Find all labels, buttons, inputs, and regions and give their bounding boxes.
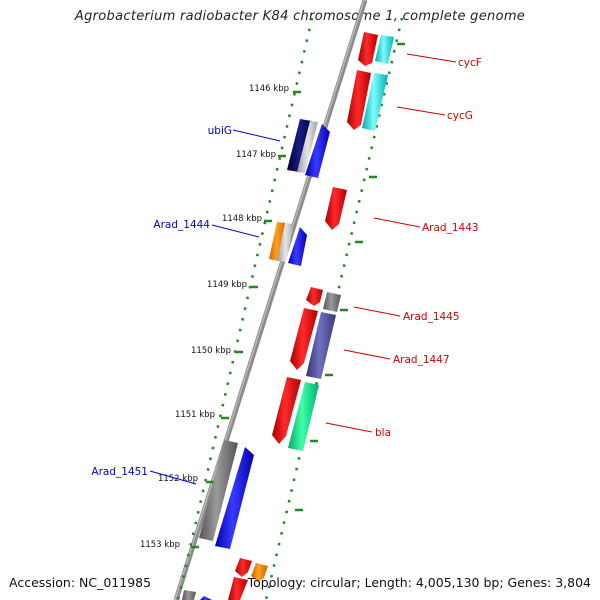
gene-arrow-blue bbox=[288, 227, 307, 266]
gene-arrow-orange bbox=[269, 222, 286, 261]
kbp-label: 1153 kbp bbox=[140, 540, 180, 550]
gene-arrow-blue bbox=[215, 447, 254, 549]
gene-label-ubiG: ubiG bbox=[208, 125, 232, 137]
gene-label-Arad_1443: Arad_1443 bbox=[422, 222, 479, 234]
gene-label-Arad_1445: Arad_1445 bbox=[403, 311, 460, 323]
gene-label-Arad_1447: Arad_1447 bbox=[393, 354, 450, 366]
callout-Arad_1447 bbox=[343, 349, 391, 360]
gene-Arad_1443 bbox=[325, 187, 347, 230]
gene-cycG bbox=[362, 73, 388, 131]
kbp-label: 1150 kbp bbox=[191, 346, 231, 356]
callout-ubiG bbox=[232, 129, 281, 142]
gene-arrow-blue bbox=[305, 124, 330, 178]
gene-Arad_1447 bbox=[306, 312, 336, 379]
gene-arrow-red bbox=[306, 287, 323, 306]
kbp-scale-dotted-line bbox=[176, 17, 314, 600]
gene-arrow-orange bbox=[251, 563, 268, 582]
kbp-label: 1147 kbp bbox=[236, 150, 276, 160]
callout-Arad_1443 bbox=[373, 217, 421, 228]
kbp-label: 1146 kbp bbox=[249, 84, 289, 94]
gene-label-Arad_1444: Arad_1444 bbox=[153, 219, 210, 231]
genome-summary-text: Topology: circular; Length: 4,005,130 bp… bbox=[247, 575, 591, 590]
map-title: Agrobacterium radiobacter K84 chromosome… bbox=[74, 9, 526, 24]
reverse-strand-genes bbox=[228, 32, 394, 600]
gene-arrow-red bbox=[347, 70, 371, 130]
gene-labels: cycF cycG ubiG Arad_1443 Arad_1444 Arad_… bbox=[91, 57, 481, 478]
kbp-label: 1149 kbp bbox=[207, 280, 247, 290]
kbp-ticks bbox=[191, 42, 405, 549]
gene-arrow-red bbox=[228, 577, 248, 600]
chromosome-backbone-highlight bbox=[174, 0, 365, 600]
gene-Arad_1451 bbox=[199, 440, 238, 541]
accession-text: Accession: NC_011985 bbox=[9, 575, 152, 590]
gene-bla bbox=[288, 382, 319, 451]
gene-arrow-lightgray bbox=[297, 121, 318, 173]
callout-lines bbox=[149, 53, 457, 485]
gene-arrow-gray bbox=[182, 590, 196, 600]
gene-Arad_1444 bbox=[277, 223, 294, 262]
kbp-label: 1151 kbp bbox=[175, 410, 215, 420]
callout-Arad_1444 bbox=[211, 224, 260, 238]
callout-Arad_1445 bbox=[353, 306, 401, 317]
gene-Arad_1445 bbox=[323, 292, 341, 312]
gene-label-cycG: cycG bbox=[447, 110, 473, 122]
forward-strand-genes bbox=[182, 119, 330, 600]
callout-bla bbox=[325, 422, 373, 433]
gene-ubiG bbox=[287, 119, 312, 172]
gene-label-bla: bla bbox=[375, 427, 391, 439]
gene-label-cycF: cycF bbox=[458, 57, 482, 69]
callout-Arad_1451 bbox=[149, 470, 197, 485]
gene-label-Arad_1451: Arad_1451 bbox=[91, 466, 148, 478]
callout-cycF bbox=[406, 53, 457, 63]
gene-arrow-red bbox=[358, 32, 378, 66]
gene-arrow-red bbox=[235, 558, 252, 577]
gene-arrow-blue bbox=[200, 596, 212, 600]
chromosome-backbone bbox=[173, 0, 368, 600]
callout-cycG bbox=[396, 106, 446, 116]
gene-arrow-red bbox=[272, 377, 301, 444]
gene-arrow-red bbox=[290, 308, 318, 370]
kbp-label: 1148 kbp bbox=[222, 214, 262, 224]
gene-cycF bbox=[375, 35, 394, 64]
